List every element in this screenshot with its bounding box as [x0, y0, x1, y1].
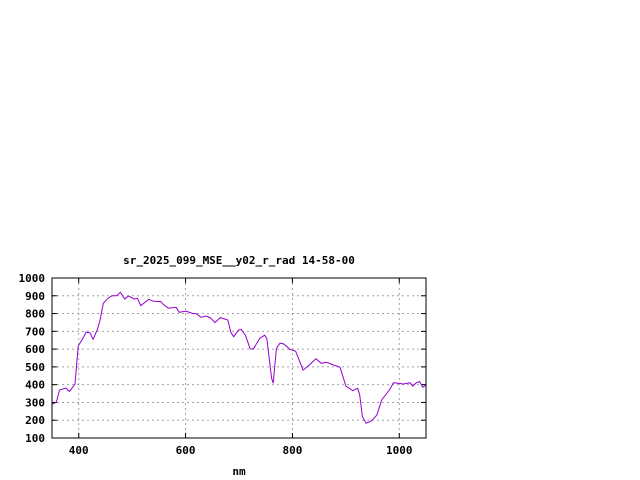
y-tick-label: 900: [25, 290, 45, 303]
series-line: [51, 291, 427, 424]
y-tick-label: 500: [25, 361, 45, 374]
y-tick-label: 700: [25, 325, 45, 338]
x-axis-label: nm: [232, 465, 246, 478]
axis-ticks: 400 600 800 1000 100 200 300 400 500 600 700 800 900…: [19, 272, 426, 457]
y-tick-label: 600: [25, 343, 45, 356]
y-tick-label: 800: [25, 308, 45, 321]
plot-frame: [51, 277, 427, 439]
grid: [52, 278, 426, 438]
y-tick-label: 200: [25, 414, 45, 427]
y-tick-label: 1000: [19, 272, 46, 285]
y-tick-label: 100: [25, 432, 45, 445]
chart-title: sr_2025_099_MSE__y02_r_rad 14-58-00: [123, 254, 355, 267]
x-tick-label: 600: [176, 444, 196, 457]
x-tick-label: 800: [282, 444, 302, 457]
x-tick-label: 400: [69, 444, 89, 457]
y-tick-label: 300: [25, 396, 45, 409]
y-tick-label: 400: [25, 379, 45, 392]
x-tick-label: 1000: [386, 444, 413, 457]
